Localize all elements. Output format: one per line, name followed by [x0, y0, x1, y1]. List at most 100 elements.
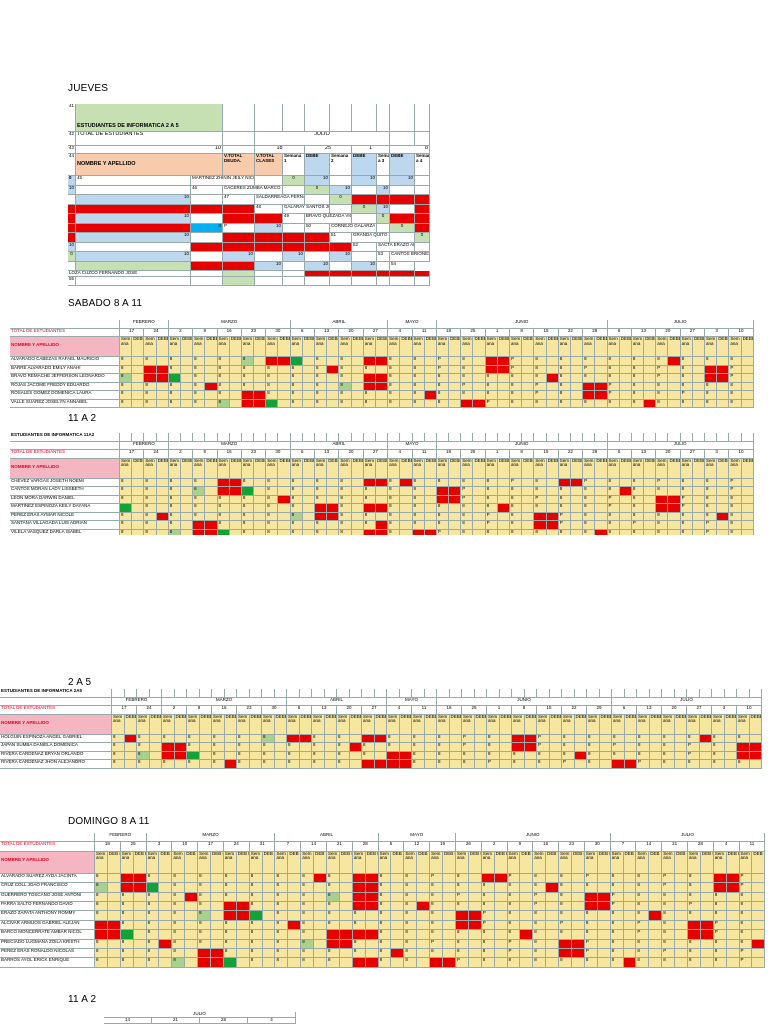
blank-cell [524, 689, 537, 698]
debe-cell [327, 382, 340, 391]
debe-header: DEBE [499, 714, 512, 735]
week-value: P [537, 734, 550, 743]
debe-cell [522, 391, 535, 400]
debe-cell [351, 529, 364, 535]
week-value: 8 [352, 948, 366, 959]
blank-cell [462, 689, 475, 698]
date-cell: 25 [462, 706, 487, 715]
week-value: 8 [249, 892, 263, 902]
debe-cell [255, 233, 283, 243]
debe-cell [185, 883, 199, 893]
date-cell: 29 [583, 328, 608, 337]
debe-cell [449, 521, 462, 530]
week-value [266, 357, 279, 366]
debe-cell [619, 382, 632, 391]
week-value [198, 948, 212, 959]
blank-cell [274, 689, 287, 698]
blank-cell [162, 689, 175, 698]
week-value: 8 [266, 382, 279, 391]
week-value: 8 [168, 529, 181, 535]
debe-header: DEBE [375, 458, 389, 479]
debe-cell [649, 734, 662, 743]
debe-cell [649, 939, 663, 949]
week-header: Sem ana [631, 458, 645, 479]
debe-cell [400, 504, 413, 513]
week-value: 8 [363, 521, 376, 530]
week-value: P [631, 521, 645, 530]
debe-cell [339, 873, 353, 884]
blank-cell [377, 104, 390, 132]
date-cell: 17 [112, 706, 137, 715]
week-value: 8 [301, 901, 315, 912]
debe-cell [644, 487, 657, 496]
week-value: 8 [610, 930, 624, 940]
debe-cell [149, 751, 162, 760]
week-value: 10 [352, 261, 377, 271]
debe-cell [374, 734, 387, 743]
debe-cell [417, 920, 431, 931]
blank-cell [255, 276, 283, 286]
date-cell: 2 [162, 706, 187, 715]
week-value: 8 [533, 939, 547, 949]
week-value: 8 [290, 374, 303, 383]
week-value: 8 [485, 529, 498, 535]
debe-cell [520, 873, 534, 884]
week-value: 8 [120, 958, 134, 968]
week-header: Sem ana [612, 714, 625, 735]
debe-cell [473, 529, 486, 535]
week-value: 8 [662, 892, 676, 902]
date-cell: 8 [510, 450, 535, 459]
week-value: 8 [168, 365, 181, 374]
month-label: JULIO [612, 697, 762, 706]
debe-cell [717, 487, 730, 496]
debe-cell [374, 751, 387, 760]
week-value: 8 [462, 768, 475, 769]
student-name: VILELA VASQUEZ DARLA ISABEL [10, 529, 120, 535]
debe-cell [675, 920, 688, 931]
date-cell: 6 [607, 328, 632, 337]
debe-cell [595, 374, 608, 383]
blank-cell [223, 104, 255, 132]
debe-cell [124, 734, 137, 743]
week-value: 8 [249, 939, 263, 949]
debe-cell [449, 743, 462, 752]
debe-cell [497, 512, 510, 521]
blank-cell [574, 689, 587, 698]
debe-cell [546, 939, 560, 949]
date-cell: 20 [339, 450, 364, 459]
week-value: 8 [144, 512, 157, 521]
debe-cell [497, 478, 510, 487]
debe-cell [365, 873, 379, 884]
week-value [559, 948, 572, 959]
debe-cell [474, 743, 487, 752]
debe-cell [597, 958, 611, 968]
debe-cell [499, 734, 512, 743]
week-value: 8 [362, 768, 375, 769]
week-value: 8 [739, 930, 753, 940]
week-value: 8 [437, 768, 450, 769]
week-value: 8 [680, 365, 693, 374]
debe-cell [180, 487, 194, 496]
blank-cell [534, 433, 547, 442]
date-cell: 4 [388, 328, 413, 337]
debe-cell [644, 521, 657, 530]
date-cell: 14 [301, 842, 328, 852]
week-value: 8 [290, 382, 303, 391]
blank-cell [299, 689, 312, 698]
debe-cell [305, 252, 330, 262]
week-value: 8 [172, 920, 186, 931]
debe-cell [474, 734, 487, 743]
debe-cell [675, 911, 688, 921]
week-value [217, 478, 230, 487]
week-value: 8 [631, 487, 645, 496]
debe-header: DEBE [180, 337, 194, 357]
sheet-11a2: ESTUDIANTES DE INFORMATICA 11A2 FEBRERO MA… [10, 433, 760, 535]
week-header: Sem ana [187, 714, 200, 735]
blank-cell [705, 433, 718, 442]
debe-cell [159, 948, 173, 959]
week-value: 8 [739, 920, 753, 931]
debe-cell [391, 920, 405, 931]
debe-cell [674, 751, 687, 760]
week-value: 8 [262, 734, 275, 743]
blank-cell [193, 433, 206, 442]
